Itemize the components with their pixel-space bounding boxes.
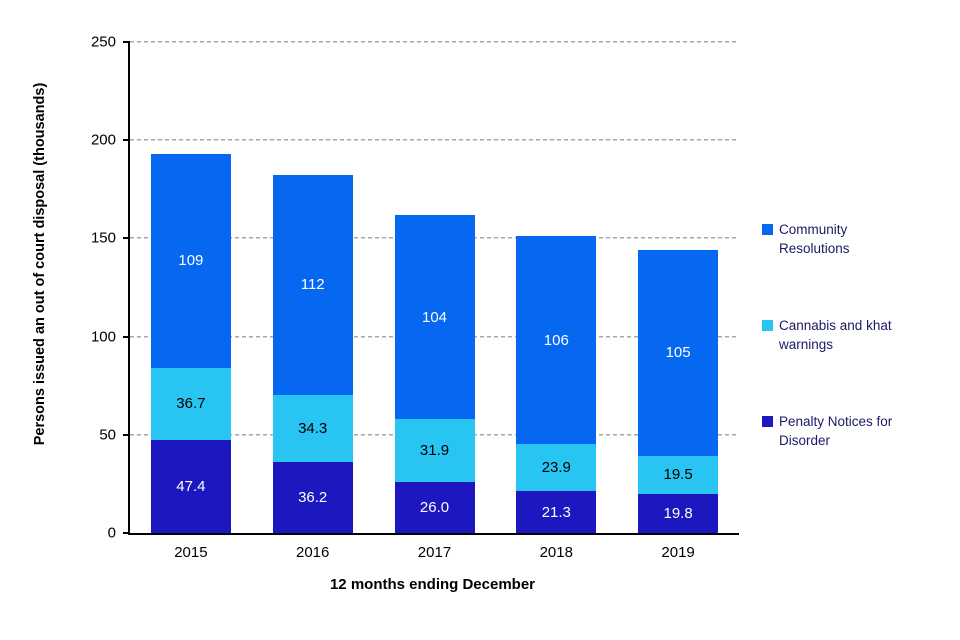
y-axis-tick — [123, 433, 130, 436]
x-tick-label: 2017 — [417, 544, 452, 561]
x-tick-label: 2018 — [539, 544, 573, 561]
y-tick-label: 100 — [90, 328, 116, 346]
bar-data-label: 21.3 — [541, 503, 571, 521]
gridline-200 — [130, 139, 739, 142]
y-tick-label: 150 — [90, 229, 116, 247]
y-axis-tick — [123, 41, 130, 43]
bar-data-label: 112 — [300, 276, 325, 294]
bar-segment: 19.5 — [638, 455, 719, 495]
y-tick-label: 250 — [90, 33, 116, 51]
plot-area: 0 50 100 150 200 250 47.4 36.7 109 2015 36.2 34.3 11… — [91, 34, 739, 561]
y-axis-title: Persons issued an out of court disposal … — [32, 82, 48, 446]
bar-segment: 112 — [272, 174, 353, 395]
bar-data-label: 23.9 — [541, 459, 571, 477]
bar-data-label: 34.3 — [298, 419, 328, 437]
bar-data-label: 31.9 — [419, 442, 450, 460]
bar-segment: 105 — [638, 249, 719, 456]
x-axis-title: 12 months ending December — [329, 576, 536, 593]
y-tick-label: 200 — [90, 131, 116, 149]
legend-swatch-icon — [762, 416, 773, 427]
legend-label: Penalty Notices for Disorder — [779, 414, 893, 448]
bar-segment: 34.3 — [272, 394, 353, 462]
bar-data-label: 19.8 — [663, 505, 693, 523]
legend-item: Penalty Notices for Disorder — [762, 412, 909, 450]
legend-item: Cannabis and khat warnings — [762, 316, 909, 354]
bar-data-label: 47.4 — [176, 477, 206, 495]
bar-data-label: 106 — [543, 331, 569, 349]
bar-data-label: 105 — [665, 344, 691, 362]
bar-data-label: 19.5 — [663, 466, 693, 484]
bar-segment: 36.7 — [150, 367, 231, 440]
y-axis-tick — [123, 532, 130, 534]
y-axis-tick — [123, 237, 130, 240]
bar-data-label: 36.7 — [176, 395, 206, 413]
bar-segment: 19.8 — [638, 494, 719, 533]
bar-segment: 21.3 — [516, 491, 597, 533]
legend-swatch-icon — [762, 224, 773, 235]
bar-data-label: 36.2 — [298, 488, 328, 506]
bar-segment: 106 — [516, 236, 597, 445]
legend: Community Resolutions Cannabis and khat w… — [762, 0, 958, 640]
bar-data-label: 26.0 — [419, 498, 450, 516]
bar-segment: 47.4 — [150, 439, 231, 533]
y-tick-label: 0 — [107, 524, 116, 542]
bar-segment: 104 — [394, 215, 475, 420]
x-tick-label: 2019 — [661, 544, 695, 561]
bar-segment: 109 — [150, 153, 231, 368]
bar-data-label: 104 — [421, 308, 448, 326]
legend-label: Cannabis and khat warnings — [779, 318, 892, 352]
legend-swatch-icon — [762, 320, 773, 331]
legend-item: Community Resolutions — [762, 220, 909, 258]
x-tick-label: 2016 — [296, 544, 330, 561]
bar-segment: 31.9 — [394, 419, 475, 482]
y-tick-label: 50 — [99, 426, 116, 444]
x-tick-label: 2015 — [174, 544, 208, 561]
bar-segment: 23.9 — [516, 444, 597, 492]
gridline-250 — [130, 41, 739, 43]
y-axis-tick — [123, 335, 130, 338]
bar-data-label: 109 — [178, 252, 204, 270]
bar-segment: 26.0 — [394, 481, 475, 533]
y-axis-tick — [123, 139, 130, 142]
legend-label: Community Resolutions — [779, 222, 850, 256]
bar-segment: 36.2 — [272, 461, 353, 533]
